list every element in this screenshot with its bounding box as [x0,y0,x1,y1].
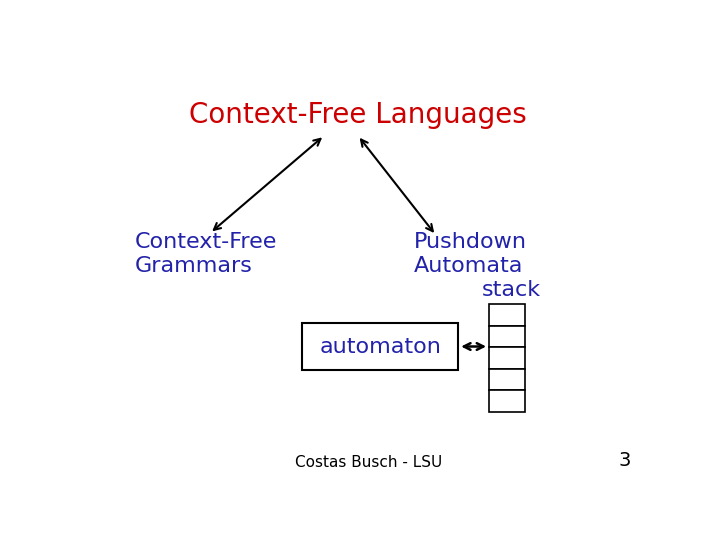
Text: Automata: Automata [413,256,523,276]
Text: Context-Free Languages: Context-Free Languages [189,100,527,129]
Bar [489,304,526,326]
Bar [489,347,526,369]
Text: 3: 3 [619,451,631,470]
Text: Costas Busch - LSU: Costas Busch - LSU [295,455,443,470]
Text: Context-Free: Context-Free [135,232,277,252]
Bar [302,322,458,370]
Bar [489,326,526,347]
Text: Pushdown: Pushdown [413,232,526,252]
Bar [489,390,526,412]
Text: stack: stack [482,280,541,300]
Text: automaton: automaton [319,336,441,356]
Text: Grammars: Grammars [135,256,253,276]
Bar [489,369,526,390]
